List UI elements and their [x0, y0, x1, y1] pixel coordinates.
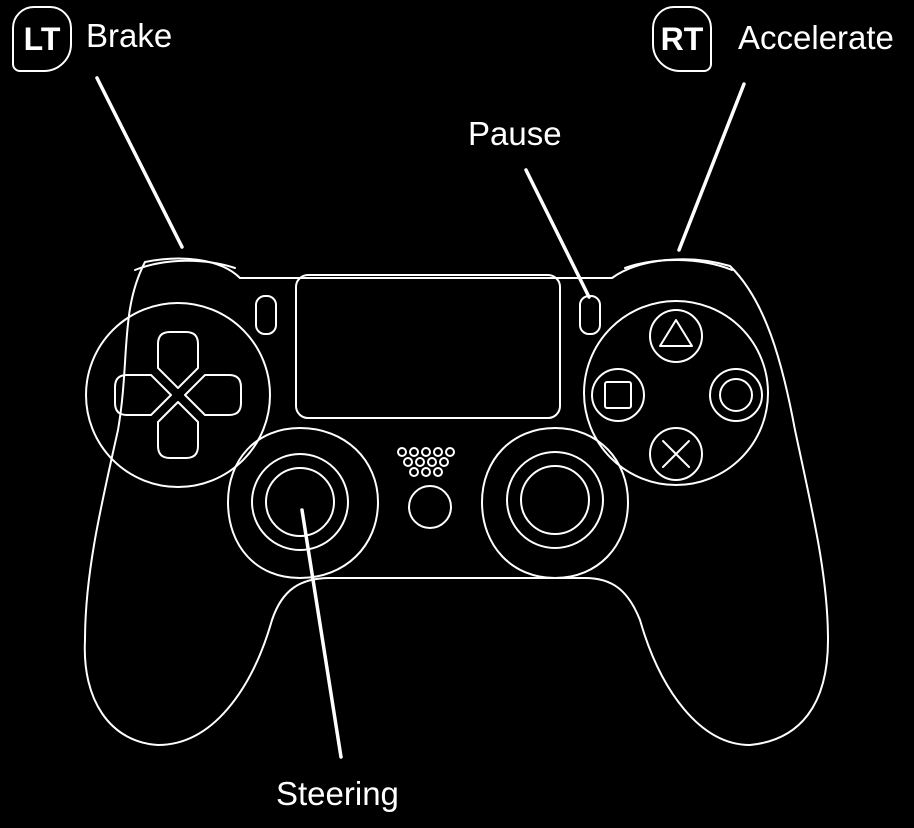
controller-body — [83, 257, 829, 746]
speaker-hole — [409, 467, 419, 477]
speaker-hole — [439, 457, 449, 467]
circle-button — [709, 368, 763, 422]
speaker-hole — [433, 467, 443, 477]
face-buttons-area — [583, 300, 769, 486]
square-icon — [604, 381, 632, 409]
brake-label: Brake — [86, 17, 173, 54]
accelerate-pointer — [677, 82, 746, 252]
cross-button — [649, 427, 703, 481]
right-bumper — [624, 259, 733, 271]
circle-icon — [719, 378, 753, 412]
dpad-area — [85, 302, 271, 488]
cross-icon — [662, 440, 690, 468]
left-trigger-badge: LT — [12, 6, 72, 72]
pause-label: Pause — [468, 115, 562, 152]
speaker-hole — [421, 467, 431, 477]
speaker-hole — [415, 457, 425, 467]
ps-button — [408, 485, 452, 529]
touchpad — [295, 274, 561, 419]
right-stick — [520, 465, 590, 535]
square-button — [591, 368, 645, 422]
speaker-hole — [397, 447, 407, 457]
speaker-icon — [397, 447, 455, 477]
brake-pointer — [95, 76, 184, 249]
speaker-hole — [427, 457, 437, 467]
right-stick-housing — [481, 427, 629, 579]
right-trigger-badge: RT — [652, 6, 712, 72]
left-stick — [265, 467, 335, 537]
pause-pointer — [524, 168, 591, 299]
accelerate-label: Accelerate — [738, 19, 894, 56]
steering-pointer — [300, 508, 343, 759]
left-stick-housing — [227, 427, 379, 579]
left-stick-outer — [251, 453, 349, 551]
speaker-hole — [445, 447, 455, 457]
left-bumper — [134, 259, 236, 271]
speaker-hole — [409, 447, 419, 457]
triangle-icon — [659, 319, 693, 347]
speaker-hole — [421, 447, 431, 457]
dpad-icon — [114, 331, 242, 459]
share-button — [255, 295, 277, 335]
steering-label: Steering — [276, 775, 399, 812]
triangle-button — [649, 309, 703, 363]
options-button — [579, 295, 601, 335]
speaker-hole — [403, 457, 413, 467]
speaker-hole — [433, 447, 443, 457]
right-stick-outer — [506, 451, 604, 549]
